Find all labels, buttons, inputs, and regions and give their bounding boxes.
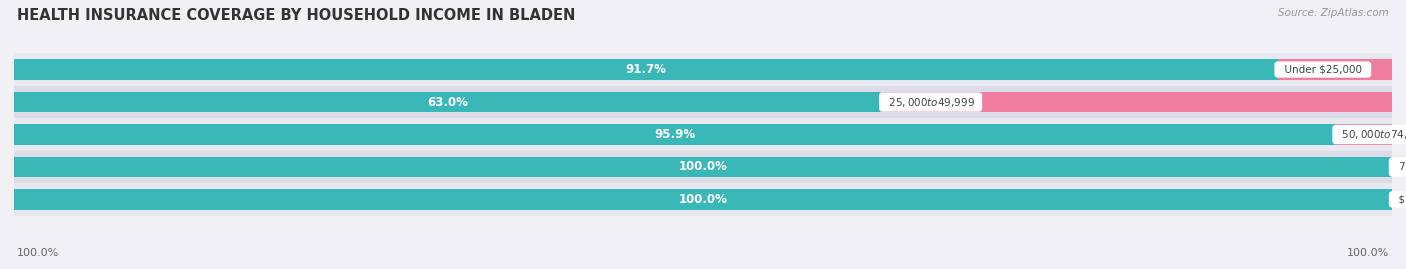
Text: 95.9%: 95.9% bbox=[654, 128, 696, 141]
Text: HEALTH INSURANCE COVERAGE BY HOUSEHOLD INCOME IN BLADEN: HEALTH INSURANCE COVERAGE BY HOUSEHOLD I… bbox=[17, 8, 575, 23]
Text: Source: ZipAtlas.com: Source: ZipAtlas.com bbox=[1278, 8, 1389, 18]
Text: 100.0%: 100.0% bbox=[679, 161, 727, 174]
Text: 63.0%: 63.0% bbox=[427, 95, 468, 108]
Text: $50,000 to $74,999: $50,000 to $74,999 bbox=[1336, 128, 1406, 141]
Bar bbox=[14, 92, 882, 112]
Bar bbox=[14, 86, 1392, 118]
Bar bbox=[14, 125, 1336, 144]
Text: 91.7%: 91.7% bbox=[626, 63, 666, 76]
Bar bbox=[14, 59, 1278, 80]
Text: Under $25,000: Under $25,000 bbox=[1278, 65, 1368, 75]
Bar bbox=[1278, 59, 1392, 80]
Text: $25,000 to $49,999: $25,000 to $49,999 bbox=[882, 95, 979, 108]
Bar bbox=[14, 157, 1392, 177]
Bar bbox=[1336, 125, 1392, 144]
Bar bbox=[14, 53, 1392, 86]
Text: $100,000 and over: $100,000 and over bbox=[1392, 194, 1406, 204]
Bar bbox=[14, 118, 1392, 151]
Bar bbox=[882, 92, 1392, 112]
Bar bbox=[14, 183, 1392, 216]
Text: 100.0%: 100.0% bbox=[1347, 248, 1389, 258]
Text: 100.0%: 100.0% bbox=[17, 248, 59, 258]
Text: 100.0%: 100.0% bbox=[679, 193, 727, 206]
Text: $75,000 to $99,999: $75,000 to $99,999 bbox=[1392, 161, 1406, 174]
Bar bbox=[14, 189, 1392, 210]
Bar bbox=[14, 151, 1392, 183]
